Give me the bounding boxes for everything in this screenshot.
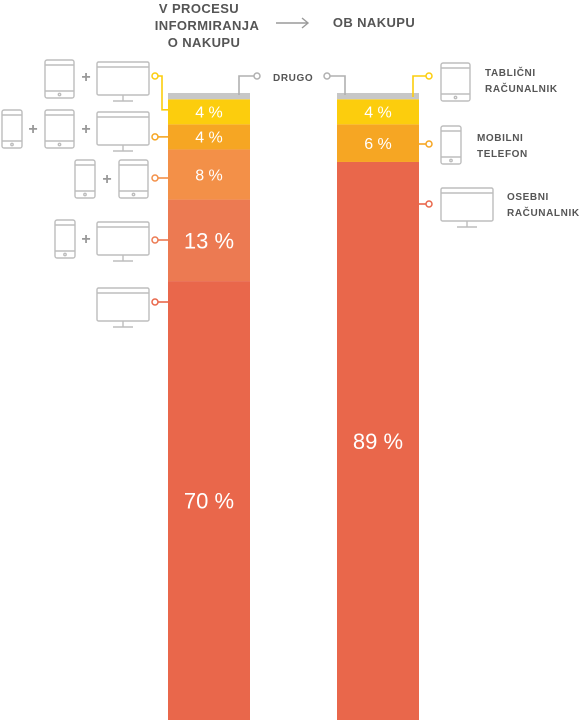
connectors (151, 72, 433, 306)
bar-segment-right-desktop (337, 161, 419, 720)
desktop-icon (96, 287, 150, 328)
arrow-right-icon (276, 17, 310, 29)
bar-segment-right-tablet (337, 99, 419, 125)
bar-segment-left-phone-desktop (168, 199, 250, 282)
legend-phone-label-line-1: MOBILNI (477, 133, 523, 144)
connector-drugo-right (323, 72, 346, 95)
bar-segment-left-other (168, 93, 250, 100)
bar-segment-left-tablet-desktop (168, 99, 250, 125)
legend-desktop-label-line-2: RAČUNALNIK (507, 206, 579, 219)
connector-phone-desktop (151, 236, 168, 244)
bar-label-left-phone-tablet: 8 % (195, 167, 223, 184)
connector-tablet-right (412, 72, 433, 97)
bar-label-left-phone-tablet-desktop: 4 % (195, 130, 223, 147)
connector-desktop-left (151, 298, 168, 306)
plus-sign: + (81, 121, 90, 138)
bar-label-left-phone-desktop: 13 % (184, 228, 234, 253)
tablet-legend-icon (440, 62, 471, 102)
tablet-icon (44, 59, 75, 99)
left-header-line-2: INFORMIRANJA (155, 18, 260, 33)
phone-icon (54, 219, 76, 259)
phone-icon (1, 109, 23, 149)
tablet-icon (44, 109, 75, 149)
bar-ob-nakupu: 89 % 6 % 4 % (337, 93, 419, 720)
connector-phone-tablet (151, 174, 168, 182)
phone-icon (74, 159, 96, 199)
legend-desktop-label-line-1: OSEBNI (507, 192, 549, 203)
connector-phone-tablet-desktop (151, 133, 168, 141)
bar-label-right-phone: 6 % (364, 136, 392, 153)
desktop-legend-icon (440, 187, 494, 228)
plus-sign: + (102, 171, 111, 188)
connector-drugo-left (238, 72, 261, 95)
legend-phone-label-line-2: TELEFON (477, 149, 528, 160)
plus-sign: + (81, 231, 90, 248)
connector-tablet-desktop (151, 72, 168, 111)
bar-label-left-desktop: 70 % (184, 488, 234, 513)
bar-label-left-tablet-desktop: 4 % (195, 105, 223, 122)
connector-desktop-right (419, 200, 433, 208)
left-header-line-1: V PROCESU (159, 1, 239, 16)
bar-v-procesu-informiranja: 70 % 13 % 8 % 4 % 4 % (168, 93, 250, 720)
right-header: OB NAKUPU (333, 15, 415, 30)
bar-label-right-desktop: 89 % (353, 429, 403, 454)
desktop-icon (96, 111, 150, 152)
legend-tablet-label-line-1: TABLIČNI (485, 66, 536, 79)
device-icons: + + + + + (1, 59, 494, 328)
legend-tablet-label-line-2: RAČUNALNIK (485, 82, 558, 95)
plus-sign: + (81, 69, 90, 86)
tablet-icon (118, 159, 149, 199)
bar-segment-left-phone-tablet-desktop (168, 124, 250, 150)
bar-segment-left-phone-tablet (168, 149, 250, 200)
connector-phone-right (419, 140, 433, 148)
desktop-icon (96, 221, 150, 262)
legend-drugo-label: DRUGO (273, 73, 313, 84)
bar-segment-left-desktop (168, 281, 250, 720)
plus-sign: + (28, 121, 37, 138)
bar-label-right-tablet: 4 % (364, 105, 392, 122)
bar-segment-right-phone (337, 124, 419, 162)
left-header-line-3: O NAKUPU (168, 35, 241, 50)
desktop-icon (96, 61, 150, 102)
phone-legend-icon (440, 125, 462, 165)
bar-segment-right-other (337, 93, 419, 100)
